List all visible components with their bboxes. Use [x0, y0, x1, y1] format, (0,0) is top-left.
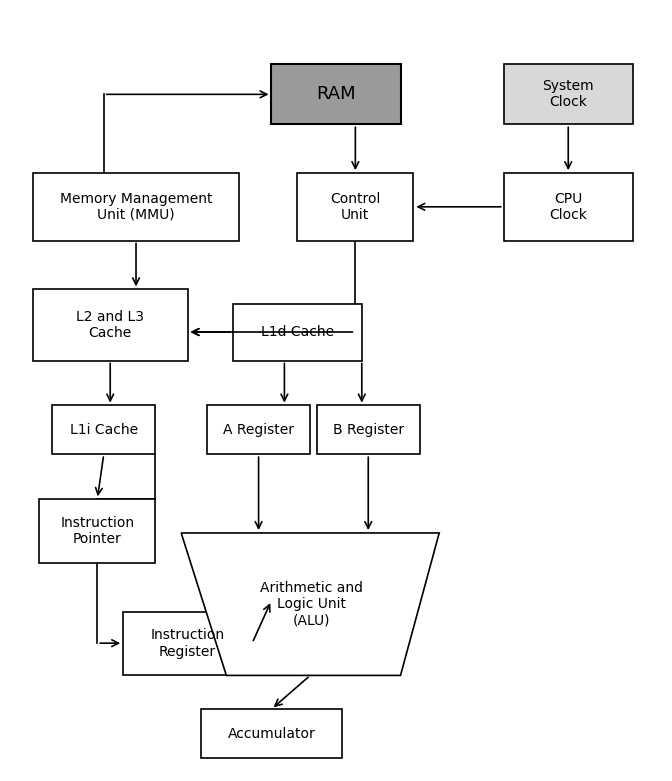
Text: Memory Management
Unit (MMU): Memory Management Unit (MMU)	[60, 191, 212, 222]
Text: Control
Unit: Control Unit	[330, 191, 380, 222]
FancyBboxPatch shape	[123, 612, 252, 676]
Text: L1i Cache: L1i Cache	[70, 423, 138, 437]
FancyBboxPatch shape	[317, 405, 420, 455]
FancyBboxPatch shape	[200, 709, 343, 758]
FancyBboxPatch shape	[52, 405, 155, 455]
Text: L2 and L3
Cache: L2 and L3 Cache	[76, 310, 144, 340]
FancyBboxPatch shape	[297, 173, 413, 241]
FancyBboxPatch shape	[33, 289, 187, 361]
Text: System
Clock: System Clock	[542, 79, 594, 109]
Text: L1d Cache: L1d Cache	[261, 326, 334, 340]
FancyBboxPatch shape	[504, 173, 633, 241]
FancyBboxPatch shape	[504, 64, 633, 124]
FancyBboxPatch shape	[233, 305, 362, 361]
Text: Instruction
Pointer: Instruction Pointer	[60, 516, 134, 546]
FancyBboxPatch shape	[39, 499, 155, 563]
Polygon shape	[181, 533, 439, 676]
Text: CPU
Clock: CPU Clock	[549, 191, 587, 222]
Text: Accumulator: Accumulator	[228, 726, 315, 740]
Text: Instruction
Register: Instruction Register	[151, 629, 224, 658]
Text: RAM: RAM	[317, 85, 355, 103]
Text: A Register: A Register	[223, 423, 294, 437]
Text: Arithmetic and
Logic Unit
(ALU): Arithmetic and Logic Unit (ALU)	[260, 581, 364, 627]
FancyBboxPatch shape	[33, 173, 239, 241]
FancyBboxPatch shape	[271, 64, 401, 124]
FancyBboxPatch shape	[207, 405, 310, 455]
Text: B Register: B Register	[333, 423, 404, 437]
